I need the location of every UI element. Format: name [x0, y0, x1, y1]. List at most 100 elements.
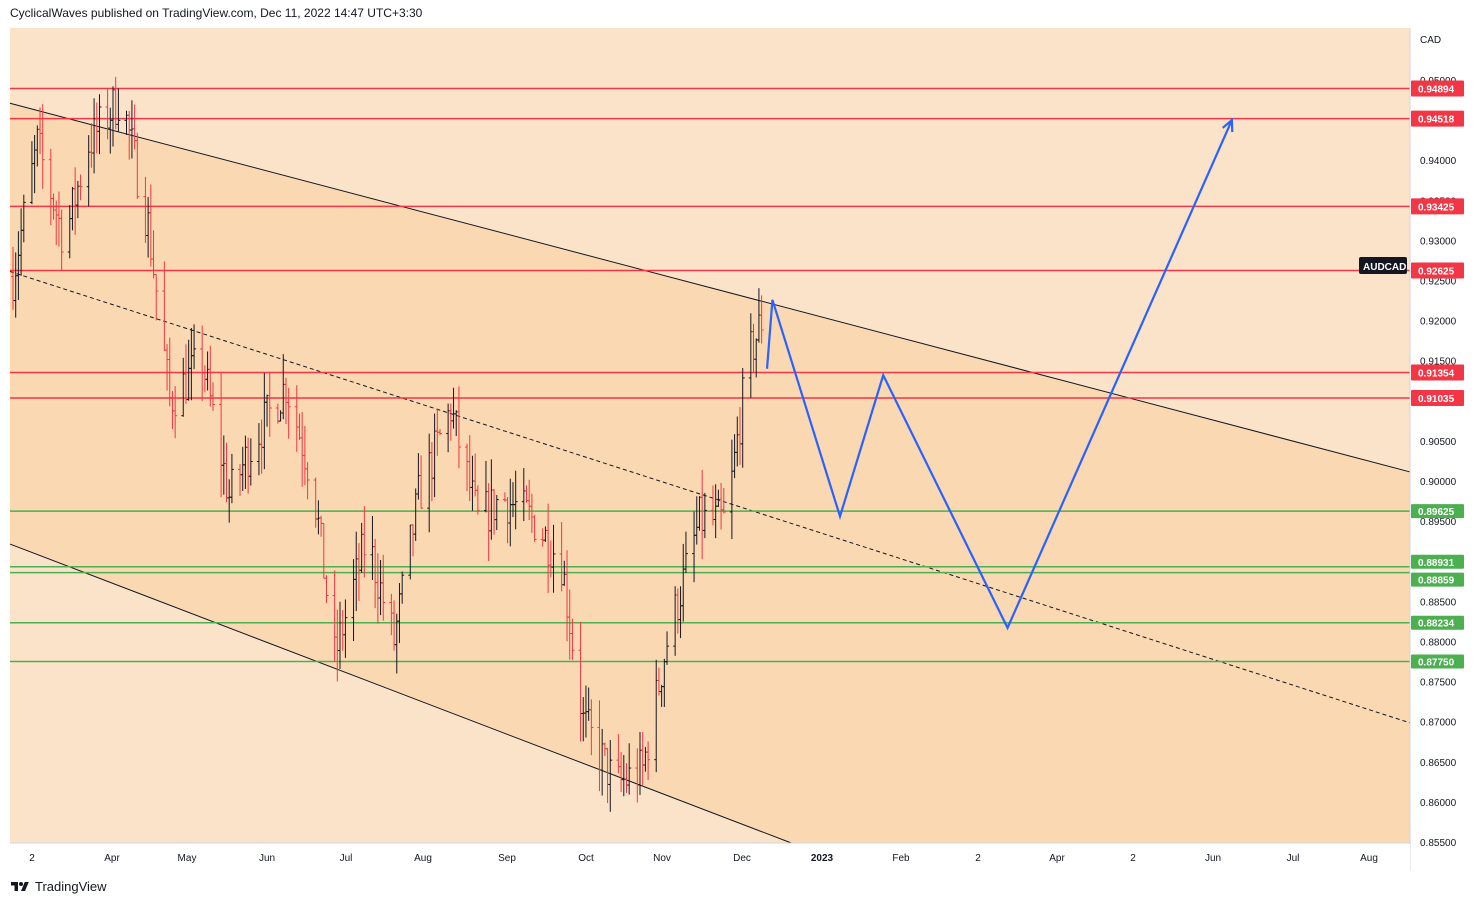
price-axis[interactable]: CAD0.950000.945000.940000.935000.930000.…	[1359, 28, 1464, 871]
price-tick: 0.86000	[1420, 798, 1457, 809]
ohlc-bar	[608, 740, 613, 812]
resistance-price-label: 0.93425	[1418, 202, 1455, 213]
ohlc-bar	[646, 741, 651, 781]
price-tick: 0.91500	[1420, 357, 1457, 368]
support-price-badge	[1411, 615, 1464, 630]
ohlc-bar	[135, 132, 140, 200]
ohlc-bar	[665, 631, 670, 665]
support-price-label: 0.87750	[1418, 658, 1455, 669]
ohlc-bar	[683, 531, 688, 573]
ohlc-bar	[248, 438, 253, 486]
horizontal-levels	[10, 87, 1410, 663]
time-tick: 2023	[811, 853, 834, 864]
channel-lower-line	[9, 543, 792, 844]
tradingview-logo-icon	[11, 881, 29, 891]
symbol-label: AUDCAD	[1363, 262, 1406, 273]
resistance-price-label: 0.91354	[1418, 368, 1455, 379]
ohlc-bar	[78, 174, 83, 201]
price-tick: 0.88500	[1420, 597, 1457, 608]
time-tick: May	[178, 853, 197, 864]
support-price-label: 0.88234	[1418, 619, 1455, 630]
ohlc-bars	[11, 76, 764, 812]
support-price-label: 0.88859	[1418, 576, 1455, 587]
support-price-label: 0.88931	[1418, 558, 1455, 569]
ohlc-bar	[513, 470, 518, 530]
price-tick: 0.89500	[1420, 517, 1457, 528]
channel-fill	[10, 103, 1410, 843]
ohlc-bar	[551, 524, 556, 593]
tradingview-footer[interactable]: TradingView	[10, 879, 107, 894]
ohlc-bar	[97, 94, 102, 155]
ohlc-bar	[759, 295, 764, 344]
ohlc-bar	[267, 372, 272, 437]
ohlc-bar	[229, 453, 234, 504]
ohlc-bar	[343, 599, 348, 658]
ohlc-bar	[400, 571, 405, 604]
ohlc-bar	[702, 492, 707, 539]
ohlc-bar	[154, 274, 159, 321]
resistance-price-badge	[1411, 110, 1464, 127]
price-tick: 0.94000	[1420, 156, 1457, 167]
time-tick: 2	[29, 853, 35, 864]
support-price-label: 0.89625	[1418, 507, 1455, 518]
ohlc-bar	[173, 386, 178, 439]
time-tick: Apr	[1049, 853, 1065, 864]
time-tick: Aug	[414, 853, 432, 864]
time-tick: Jun	[259, 853, 275, 864]
resistance-price-badge	[1411, 390, 1464, 407]
attribution-text: CyclicalWaves published on TradingView.c…	[10, 6, 423, 20]
resistance-price-badge	[1411, 262, 1464, 279]
ohlc-bar	[438, 429, 443, 436]
resistance-price-badge	[1411, 80, 1464, 97]
support-price-badge	[1411, 654, 1464, 669]
time-tick: Sep	[498, 853, 516, 864]
ohlc-bar	[627, 743, 632, 795]
projection-arrowhead	[1222, 117, 1234, 133]
currency-label: CAD	[1420, 35, 1441, 46]
time-tick: Feb	[892, 853, 910, 864]
ohlc-bar	[324, 575, 329, 604]
ohlc-bar	[59, 209, 64, 271]
projection-line	[765, 119, 1233, 631]
time-tick: Aug	[1360, 853, 1378, 864]
price-tick: 0.87500	[1420, 678, 1457, 689]
support-price-badge	[1411, 504, 1464, 519]
price-tick: 0.90000	[1420, 477, 1457, 488]
resistance-price-label: 0.92625	[1418, 267, 1455, 278]
time-axis[interactable]: 2 Apr May Jun Jul Aug Sep Oct Nov Dec 2023 Feb 2 Apr 2…	[10, 842, 1410, 871]
price-tick: 0.90500	[1420, 437, 1457, 448]
tradingview-brand: TradingView	[35, 879, 107, 894]
ohlc-bar	[475, 485, 480, 515]
price-channel	[9, 102, 1411, 844]
price-tick: 0.86500	[1420, 758, 1457, 769]
time-tick: Jun	[1205, 853, 1221, 864]
resistance-price-badge	[1411, 364, 1464, 381]
chart-background	[10, 28, 1410, 843]
ohlc-bar	[40, 104, 45, 189]
ohlc-bar	[721, 487, 726, 514]
time-tick: Jul	[1287, 853, 1300, 864]
time-tick: Jul	[340, 853, 353, 864]
ohlc-bar	[210, 382, 215, 411]
support-price-badge	[1411, 572, 1464, 587]
price-tick: 0.93000	[1420, 236, 1457, 247]
ohlc-bar	[456, 386, 461, 469]
ohlc-bar	[21, 194, 26, 243]
time-axis-bg	[10, 844, 1410, 871]
price-tick: 0.85500	[1420, 838, 1457, 849]
ohlc-bar	[419, 455, 424, 509]
ohlc-bar	[570, 618, 575, 660]
ohlc-bar	[362, 506, 367, 578]
symbol-badge	[1359, 257, 1407, 274]
price-tick: 0.92500	[1420, 277, 1457, 288]
resistance-price-label: 0.91035	[1418, 394, 1455, 405]
ohlc-bar	[286, 387, 291, 439]
time-tick: Dec	[733, 853, 751, 864]
ohlc-bar	[740, 368, 745, 468]
resistance-price-label: 0.94518	[1418, 115, 1455, 126]
price-tick: 0.92000	[1420, 317, 1457, 328]
price-tick: 0.88000	[1420, 637, 1457, 648]
ohlc-bar	[116, 88, 121, 132]
ohlc-bar	[589, 699, 594, 756]
